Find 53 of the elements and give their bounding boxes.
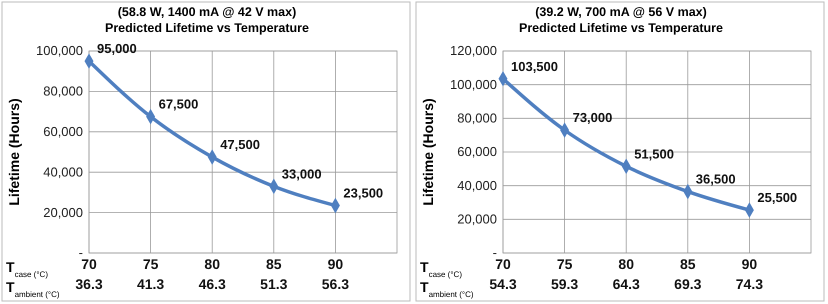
chart-title: (58.8 W, 1400 mA @ 42 V max)	[118, 5, 296, 19]
data-label: 23,500	[343, 186, 384, 201]
x-tick-label: 75	[556, 256, 573, 272]
y-tick-label: 60,000	[457, 144, 497, 160]
y-tick-label: 100,000	[36, 43, 83, 58]
x2-tick-label: 74.3	[736, 276, 764, 292]
y-axis-title: Lifetime (Hours)	[6, 98, 22, 206]
y-tick-label: 80,000	[43, 84, 83, 99]
y-tick-label: 120,000	[450, 43, 497, 58]
x2-tick-label: 64.3	[612, 276, 640, 292]
x2-tick-label: 69.3	[674, 276, 702, 292]
chart-subtitle: Predicted Lifetime vs Temperature	[518, 21, 724, 35]
y-tick-label: 40,000	[457, 178, 497, 193]
y-tick-label: 80,000	[457, 110, 497, 126]
data-label: 33,000	[282, 166, 322, 182]
x2-tick-label: 51.3	[260, 276, 288, 292]
y-tick-label: -	[78, 245, 83, 260]
y-tick-label: 20,000	[457, 211, 497, 226]
x2-tick-label: 46.3	[198, 276, 226, 292]
x-tick-label: 70	[495, 256, 511, 272]
x-tick-label: 80	[618, 256, 634, 272]
data-label: 67,500	[158, 96, 198, 112]
x-tick-label: 85	[266, 256, 282, 272]
x2-tick-label: 41.3	[136, 276, 164, 292]
y-axis-title: Lifetime (Hours)	[420, 98, 436, 206]
data-label: 103,500	[511, 58, 558, 74]
data-label: 73,000	[572, 110, 612, 126]
data-label: 95,000	[97, 41, 137, 56]
data-label: 25,500	[757, 190, 798, 206]
data-label: 47,500	[220, 137, 260, 152]
y-tick-label: 60,000	[43, 124, 83, 139]
chart-title: (39.2 W, 700 mA @ 56 V max)	[535, 5, 707, 19]
x2-tick-label: 59.3	[550, 276, 578, 292]
x-tick-label: 90	[742, 256, 758, 272]
x2-axis-title: T$_{ambient (°C)}$	[6, 279, 60, 298]
x-axis-title: T$_{case (°C)}$	[6, 259, 48, 278]
x-tick-label: 75	[142, 256, 159, 272]
chart-subtitle: Predicted Lifetime vs Temperature	[104, 21, 310, 35]
x2-axis-title: T$_{ambient (°C)}$	[420, 279, 474, 298]
y-tick-label: 100,000	[450, 76, 497, 92]
x2-tick-label: 54.3	[489, 276, 517, 292]
x-tick-label: 90	[328, 256, 344, 272]
x-tick-label: 70	[81, 256, 97, 272]
data-label: 36,500	[696, 172, 736, 187]
y-tick-label: 40,000	[43, 164, 83, 180]
x2-tick-label: 36.3	[75, 276, 103, 292]
x-tick-label: 85	[680, 256, 696, 272]
x-axis-title: T$_{case (°C)}$	[420, 259, 462, 278]
y-tick-label: -	[492, 245, 497, 260]
x2-tick-label: 56.3	[322, 276, 350, 292]
y-tick-label: 20,000	[43, 204, 83, 220]
data-label: 51,500	[634, 146, 674, 162]
x-tick-label: 80	[204, 256, 220, 272]
